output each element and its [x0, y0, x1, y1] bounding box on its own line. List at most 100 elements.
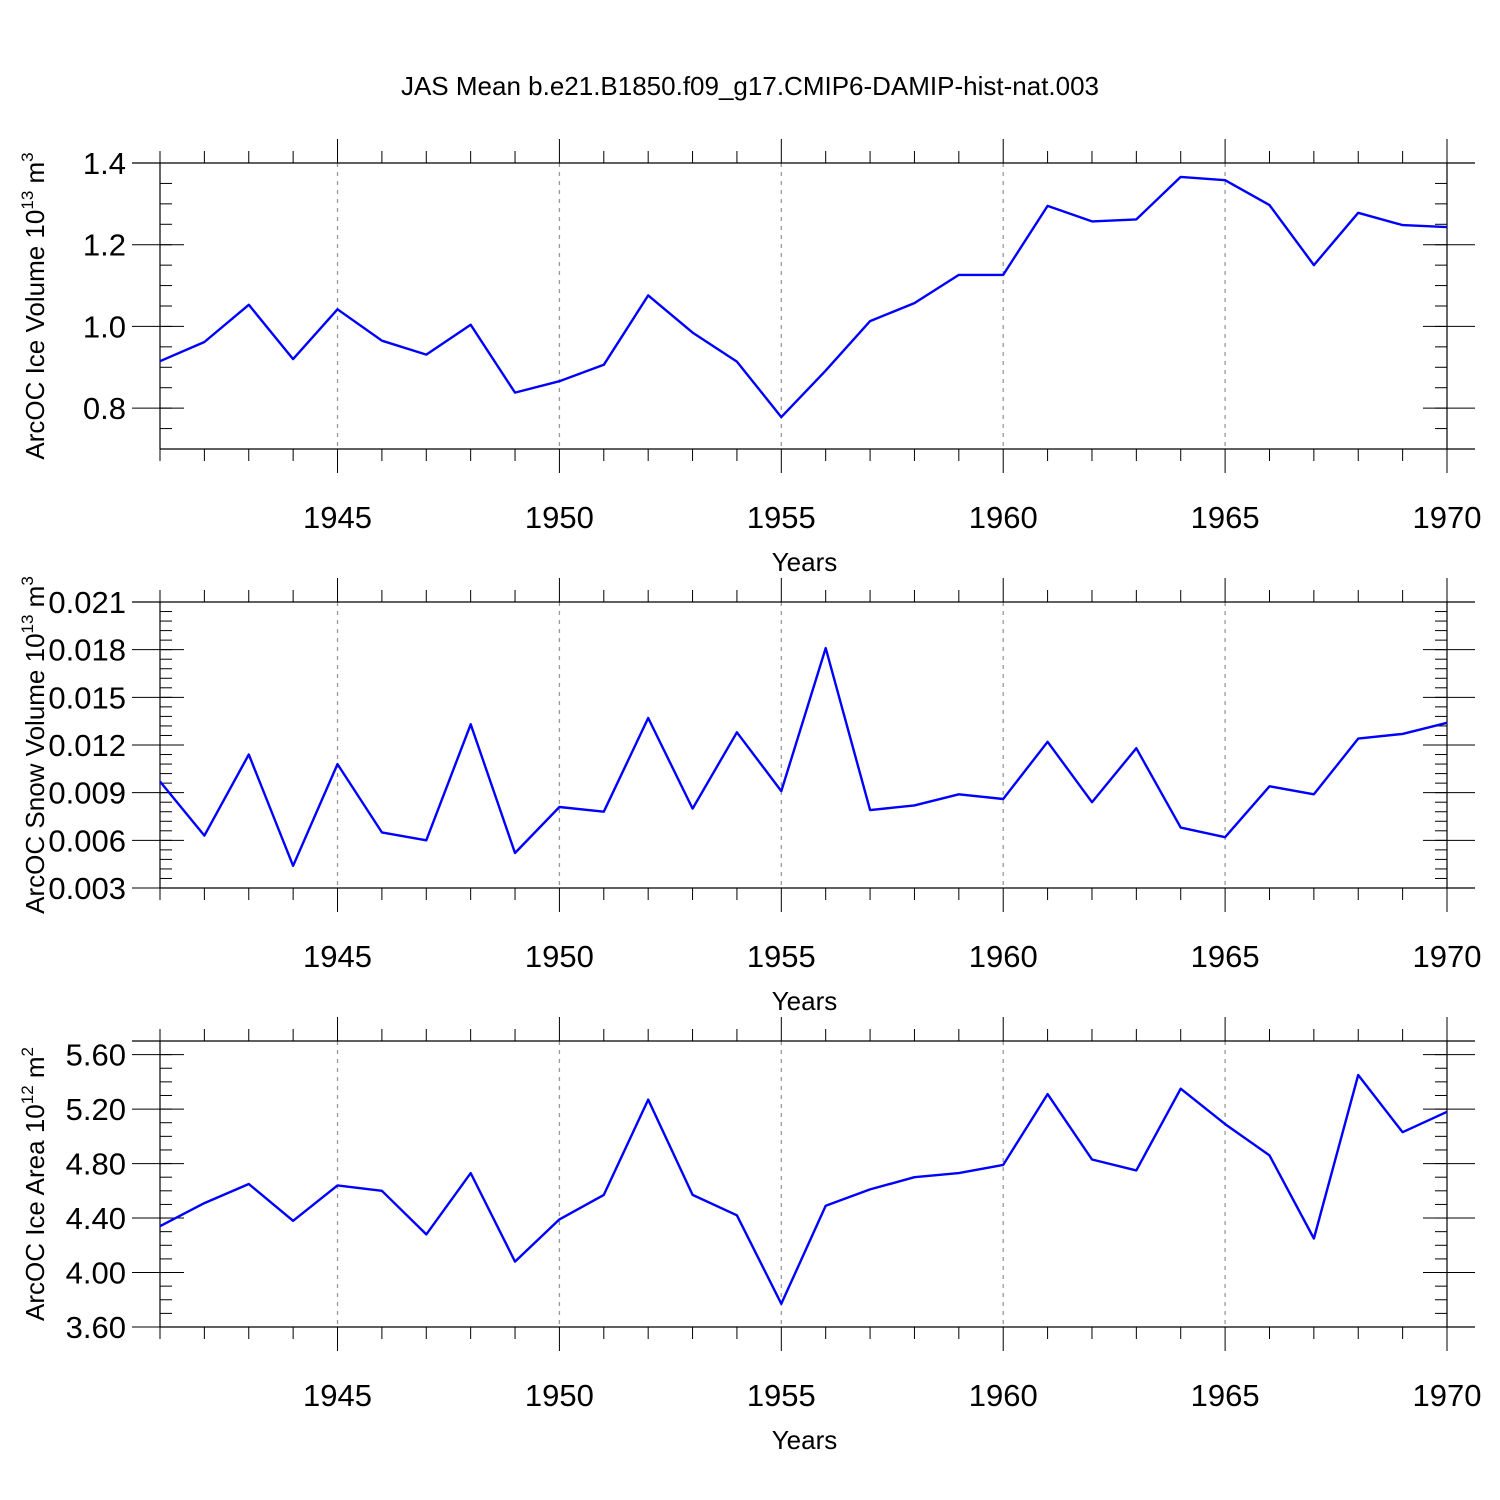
- data-point: [912, 1175, 916, 1179]
- data-point: [1134, 217, 1138, 221]
- y-axis-title: ArcOC Snow Volume 1013 m3: [18, 576, 50, 914]
- data-point: [380, 830, 384, 834]
- data-point: [247, 303, 251, 307]
- y-tick-label: 4.80: [66, 1147, 126, 1182]
- y-tick-label: 1.0: [83, 309, 126, 344]
- data-point: [868, 808, 872, 812]
- y-axis-title-unit-exponent: 2: [18, 1047, 37, 1056]
- y-axis-title-exponent: 12: [18, 1085, 37, 1104]
- y-axis-title-unit-exponent: 3: [18, 576, 37, 585]
- data-point: [1046, 204, 1050, 208]
- data-point: [691, 331, 695, 335]
- data-point: [291, 1219, 295, 1223]
- data-point: [779, 789, 783, 793]
- data-point: [1090, 1157, 1094, 1161]
- data-point: [779, 1302, 783, 1306]
- x-tick-label: 1955: [747, 1378, 816, 1413]
- chart-panel-1: 0.8 1.0 1.2 1.4 1945 1950 1955 1960 1965 1970 Year…: [18, 139, 1481, 577]
- chart-panel-2: 0.003 0.006 0.009 0.012 0.015 0.018 0.021 1945 1…: [18, 576, 1481, 1016]
- data-point: [513, 1260, 517, 1264]
- data-point: [602, 810, 606, 814]
- x-tick-label: 1950: [525, 939, 594, 974]
- y-tick-label: 4.40: [66, 1201, 126, 1236]
- data-point: [1356, 737, 1360, 741]
- data-point: [1134, 1168, 1138, 1172]
- y-tick-label: 0.015: [48, 680, 126, 715]
- data-point: [1223, 1122, 1227, 1126]
- data-point: [1445, 225, 1449, 229]
- data-point: [557, 379, 561, 383]
- data-point: [336, 1183, 340, 1187]
- data-point: [957, 1171, 961, 1175]
- x-tick-label: 1950: [525, 500, 594, 535]
- data-point: [1312, 263, 1316, 267]
- data-point: [557, 805, 561, 809]
- y-axis-title-unit: m: [20, 162, 50, 191]
- figure-title: JAS Mean b.e21.B1850.f09_g17.CMIP6-DAMIP…: [401, 71, 1099, 101]
- data-point: [469, 722, 473, 726]
- y-tick-label: 1.2: [83, 228, 126, 263]
- data-series-line: [159, 1073, 1448, 1306]
- x-tick-label: 1960: [969, 939, 1038, 974]
- data-point: [1312, 792, 1316, 796]
- data-point: [602, 363, 606, 367]
- y-tick-label: 5.20: [66, 1092, 126, 1127]
- y-tick-label: 0.012: [48, 728, 126, 763]
- data-point: [646, 716, 650, 720]
- data-point: [868, 1187, 872, 1191]
- x-tick-label: 1945: [303, 1378, 372, 1413]
- data-point: [1267, 784, 1271, 788]
- y-tick-label: 0.8: [83, 391, 126, 426]
- data-point: [202, 1201, 206, 1205]
- y-tick-label: 1.4: [83, 146, 126, 181]
- data-point: [779, 415, 783, 419]
- x-tick-label: 1955: [747, 500, 816, 535]
- y-axis-title-text: ArcOC Snow Volume 10: [20, 633, 50, 913]
- data-point: [291, 357, 295, 361]
- y-tick-label: 4.00: [66, 1256, 126, 1291]
- data-point: [1356, 211, 1360, 215]
- panels: 0.8 1.0 1.2 1.4 1945 1950 1955 1960 1965 1970 Year…: [18, 139, 1481, 1455]
- x-tick-label: 1960: [969, 500, 1038, 535]
- x-tick-label: 1965: [1191, 939, 1260, 974]
- data-point: [868, 319, 872, 323]
- data-point: [957, 273, 961, 277]
- y-tick-label: 5.60: [66, 1038, 126, 1073]
- data-point: [1267, 1153, 1271, 1157]
- data-point: [1179, 826, 1183, 830]
- data-point: [691, 807, 695, 811]
- data-series-line: [159, 175, 1448, 419]
- data-point: [1090, 219, 1094, 223]
- data-point: [1046, 740, 1050, 744]
- data-point: [1312, 1236, 1316, 1240]
- data-point: [469, 1171, 473, 1175]
- data-point: [158, 1224, 162, 1228]
- data-point: [1356, 1073, 1360, 1077]
- data-point: [424, 1232, 428, 1236]
- y-axis-title-unit-exponent: 3: [18, 152, 37, 161]
- data-point: [824, 646, 828, 650]
- data-point: [912, 301, 916, 305]
- data-point: [1267, 203, 1271, 207]
- data-point: [202, 834, 206, 838]
- data-point: [1046, 1092, 1050, 1096]
- data-point: [1401, 732, 1405, 736]
- data-point: [336, 762, 340, 766]
- data-point: [513, 851, 517, 855]
- data-point: [557, 1217, 561, 1221]
- data-point: [1134, 746, 1138, 750]
- data-point: [158, 359, 162, 363]
- x-tick-label: 1955: [747, 939, 816, 974]
- data-point: [336, 307, 340, 311]
- data-point: [824, 369, 828, 373]
- data-point: [1223, 835, 1227, 839]
- data-point: [1001, 1163, 1005, 1167]
- data-point: [1001, 797, 1005, 801]
- data-point: [1179, 175, 1183, 179]
- x-tick-label: 1970: [1413, 1378, 1482, 1413]
- data-point: [1401, 223, 1405, 227]
- data-point: [1090, 800, 1094, 804]
- data-point: [424, 838, 428, 842]
- data-point: [691, 1193, 695, 1197]
